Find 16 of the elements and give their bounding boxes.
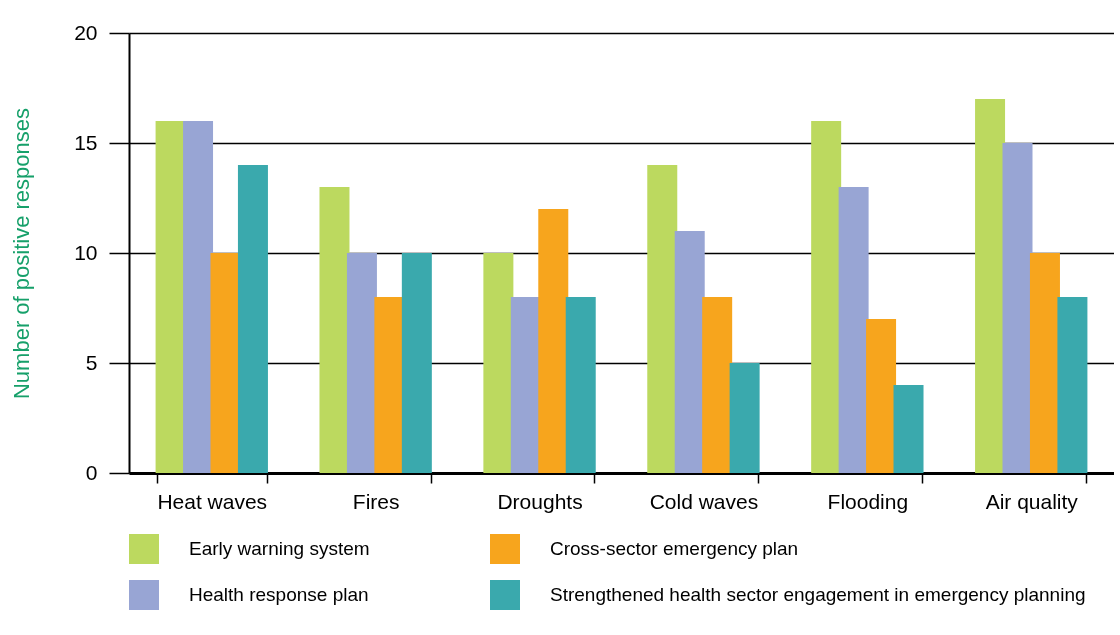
x-tick-label: Fires: [352, 489, 400, 513]
y-tick-label: 15: [74, 130, 98, 154]
x-tick-label: Heat waves: [157, 489, 268, 513]
y-tick-label: 10: [74, 240, 98, 264]
x-tick-label: Cold waves: [649, 489, 759, 513]
y-axis-title: Number of positive responses: [9, 107, 35, 400]
x-tick-label: Droughts: [497, 489, 583, 513]
legend-label: Strengthened health sector engagement in emergency planning: [550, 584, 1086, 605]
y-tick-label: 5: [85, 350, 98, 374]
x-tick-label: Flooding: [827, 489, 909, 513]
legend-label: Health response plan: [189, 584, 369, 605]
legend-label: Cross-sector emergency plan: [550, 538, 799, 559]
x-tick-label: Air quality: [985, 489, 1079, 513]
y-tick-label: 20: [74, 20, 98, 44]
y-tick-label: 0: [85, 460, 98, 484]
legend-label: Early warning system: [189, 538, 370, 559]
